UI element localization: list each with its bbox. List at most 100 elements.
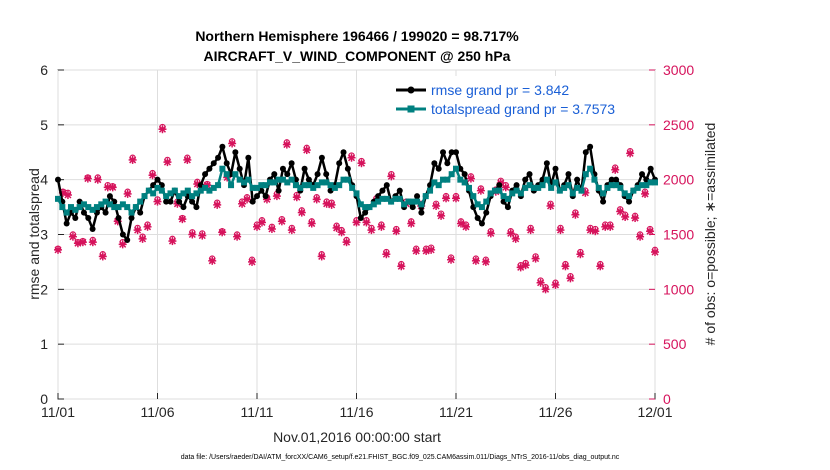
totalspread-marker (595, 184, 602, 191)
totalspread-marker (388, 198, 395, 205)
obs-assimilated-marker (342, 238, 351, 247)
rmse-marker (504, 204, 511, 211)
obs-assimilated-marker (362, 218, 371, 227)
totalspread-marker (292, 182, 299, 189)
totalspread-marker (487, 190, 494, 197)
obs-assimilated-marker (292, 193, 301, 202)
obs-assimilated-marker (143, 222, 152, 231)
obs-assimilated-marker (541, 285, 550, 294)
rmse-marker (245, 154, 252, 161)
totalspread-marker (180, 190, 187, 197)
obs-assimilated-marker (282, 140, 291, 149)
obs-assimilated-marker (163, 158, 172, 167)
obs-assimilated-marker (636, 232, 645, 241)
rmse-marker (236, 165, 243, 172)
totalspread-marker (626, 193, 633, 200)
totalspread-marker (193, 190, 200, 197)
rmse-marker (163, 198, 170, 205)
totalspread-marker (150, 190, 157, 197)
obs-assimilated-marker (437, 211, 446, 220)
obs-assimilated-marker (501, 183, 510, 192)
chart-subtitle: AIRCRAFT_V_WIND_COMPONENT @ 250 hPa (204, 48, 511, 64)
obs-assimilated-marker (561, 262, 570, 271)
totalspread-marker (80, 201, 87, 208)
totalspread-marker (176, 193, 183, 200)
totalspread-marker (578, 187, 585, 194)
rmse-marker (85, 215, 92, 222)
rmse-marker (639, 171, 646, 178)
totalspread-marker (67, 204, 74, 211)
obs-assimilated-marker (481, 257, 490, 266)
obs-assimilated-marker (506, 229, 515, 238)
rmse-marker (478, 220, 485, 227)
rmse-marker (189, 198, 196, 205)
obs-assimilated-marker (546, 201, 555, 210)
totalspread-marker (245, 176, 252, 183)
totalspread-marker (548, 184, 555, 191)
totalspread-marker (587, 165, 594, 172)
obs-assimilated-marker (392, 227, 401, 236)
obs-assimilated-marker (442, 194, 451, 203)
totalspread-marker (76, 204, 83, 211)
rmse-marker (180, 204, 187, 211)
totalspread-marker (652, 179, 658, 186)
obs-assimilated-marker (352, 218, 361, 227)
rmse-marker (513, 182, 520, 189)
rmse-marker (357, 215, 364, 222)
rmse-marker (80, 209, 87, 216)
totalspread-marker (405, 198, 412, 205)
rmse-marker (115, 215, 122, 222)
obs-assimilated-marker (253, 222, 261, 231)
rmse-marker (526, 171, 533, 178)
rmse-marker (119, 231, 126, 238)
obs-assimilated-marker (118, 240, 127, 249)
rmse-marker (448, 149, 455, 156)
obs-assimilated-marker (556, 226, 565, 235)
totalspread-marker (552, 179, 559, 186)
legend-rmse-label: rmse grand pr = 3.842 (431, 82, 569, 98)
obs-assimilated-marker (108, 183, 117, 192)
totalspread-marker (349, 184, 356, 191)
rmse-marker (193, 204, 200, 211)
obs-assimilated-marker (277, 217, 286, 226)
footer-data-file: data file: /Users/raeder/DAI/ATM_forcXX/… (181, 454, 620, 461)
legend-spread-label: totalspread grand pr = 3.7573 (431, 101, 615, 117)
totalspread-marker (266, 179, 273, 186)
obs-assimilated-marker (312, 195, 321, 204)
rmse-marker (453, 149, 459, 156)
rmse-marker (202, 171, 209, 178)
rmse-marker (318, 154, 325, 161)
obs-assimilated-marker (297, 208, 306, 217)
rmse-marker (249, 198, 256, 205)
totalspread-marker (163, 193, 170, 200)
rmse-marker (565, 171, 572, 178)
rmse-marker (522, 176, 529, 183)
rmse-marker (232, 149, 239, 156)
y2-tick-label: 2500 (663, 117, 694, 133)
rmse-marker (582, 149, 589, 156)
totalspread-marker (262, 182, 269, 189)
x-tick-label: 11/26 (539, 404, 573, 420)
totalspread-marker (383, 195, 390, 202)
totalspread-marker (643, 182, 650, 189)
totalspread-marker (305, 182, 312, 189)
y2-tick-label: 1500 (663, 227, 694, 243)
rmse-marker (314, 171, 321, 178)
totalspread-marker (483, 198, 490, 205)
totalspread-marker (401, 201, 408, 208)
obs-assimilated-marker (213, 200, 222, 209)
totalspread-marker (340, 176, 347, 183)
totalspread-marker (639, 182, 646, 189)
obs-assimilated-marker (476, 186, 485, 195)
obs-assimilated-marker (178, 215, 187, 224)
y2-tick-label: 500 (663, 336, 687, 352)
totalspread-marker (392, 195, 399, 202)
totalspread-marker (228, 182, 235, 189)
y-tick-label: 3 (40, 227, 48, 243)
totalspread-marker (111, 204, 118, 211)
obs-assimilated-marker (168, 237, 177, 246)
totalspread-marker (574, 184, 581, 191)
rmse-marker (362, 209, 369, 216)
totalspread-marker (474, 201, 481, 208)
rmse-marker (301, 165, 308, 172)
